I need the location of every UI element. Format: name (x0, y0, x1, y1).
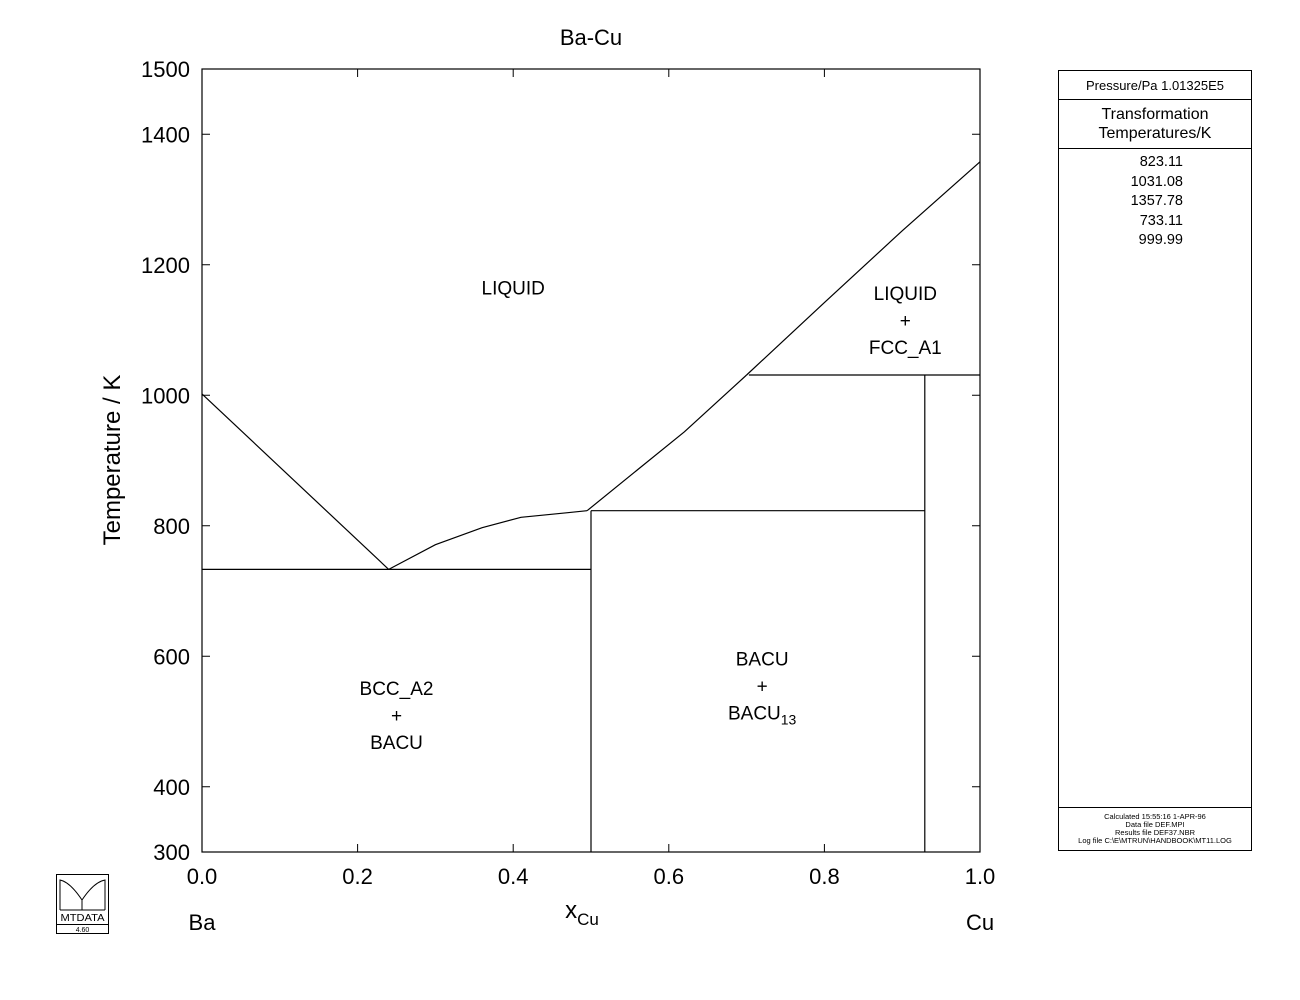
mtdata-logo: MTDATA 4.60 (56, 874, 109, 934)
right-element-label: Cu (966, 910, 994, 935)
x-tick-label: 0.2 (342, 864, 373, 889)
x-tick-label: 0.4 (498, 864, 529, 889)
phase-region-label: LIQUID (874, 284, 937, 305)
phase-region-label: + (391, 706, 402, 727)
temperature-value: 1357.78 (1130, 193, 1183, 209)
phase-region-label: BACU13 (728, 704, 797, 728)
phase-region-label: + (900, 311, 911, 332)
temperature-value: 733.11 (1139, 212, 1183, 229)
phase-region-label: BACU (370, 733, 423, 754)
logo-version: 4.60 (76, 927, 90, 934)
phase-region-subscript: 13 (781, 712, 797, 728)
phase-boundary-liquidus-bacu (388, 510, 588, 570)
y-tick-label: 1400 (141, 122, 190, 147)
temperature-value: 1031.08 (1130, 173, 1183, 190)
phase-region-labels: LIQUID LIQUID + FCC_A1 BCC_A2 + BACU BACU + BACU1… (360, 279, 942, 754)
x-axis-label-subscript: Cu (577, 910, 599, 929)
y-tick-label: 1000 (141, 383, 190, 408)
logo-text: MTDATA (61, 913, 105, 924)
phase-region-label: BACU (736, 650, 789, 671)
phase-boundary-lines (201, 161, 981, 852)
transformation-title-line1: Transformation (1101, 106, 1209, 123)
x-tick-label: 1.0 (965, 864, 996, 889)
pressure-readout: Pressure/Pa 1.01325E5 (1059, 71, 1251, 100)
phase-boundary-liquidus-bacu13 (586, 374, 748, 512)
temperature-value: 823.11 (1139, 154, 1183, 170)
tick-labels: 0.0 0.2 0.4 0.6 0.8 1.0 300 400 600 800 1000 1200 14… (141, 57, 995, 889)
x-axis-label: xCu (565, 897, 599, 929)
x-tick-label: 0.0 (187, 864, 218, 889)
temperature-value: 999.99 (1138, 232, 1183, 248)
phase-region-label: + (757, 677, 768, 698)
phase-region-label: FCC_A1 (869, 338, 942, 359)
calculation-info: Calculated 15:55:16 1-APR-96 Data file D… (1059, 807, 1251, 850)
log-file-line: Log file C:\E\MTRUN\HANDBOOK\MT11.LOG (1078, 836, 1232, 845)
chart-title: Ba-Cu (560, 25, 622, 50)
x-tick-label: 0.6 (654, 864, 685, 889)
y-tick-label: 600 (153, 644, 190, 669)
y-tick-label: 800 (153, 514, 190, 539)
phase-boundary-liquidus-cu-side (746, 161, 981, 376)
results-file-line: Results file DEF37.NBR (1114, 828, 1196, 837)
y-tick-label: 1500 (141, 57, 190, 82)
data-file-line: Data file DEF.MPI (1125, 820, 1185, 829)
phase-region-label: BCC_A2 (360, 679, 434, 700)
y-axis-label: Temperature / K (99, 375, 126, 546)
transformation-title: Transformation Temperatures/K (1059, 100, 1251, 149)
transformation-title-line2: Temperatures/K (1098, 125, 1212, 142)
temperature-list: 823.11 1031.08 1357.78 733.11 999.99 (1059, 149, 1251, 251)
left-element-label: Ba (189, 910, 217, 935)
x-tick-label: 0.8 (809, 864, 840, 889)
y-tick-label: 300 (153, 840, 190, 865)
y-tick-label: 400 (153, 775, 190, 800)
y-tick-label: 1200 (141, 253, 190, 278)
phase-region-label: LIQUID (482, 279, 545, 300)
transformation-panel: Pressure/Pa 1.01325E5 Transformation Tem… (1058, 70, 1252, 851)
phase-boundary-liquidus-ba-side (201, 393, 390, 570)
plot-frame (201, 68, 981, 853)
calculated-line: Calculated 15:55:16 1-APR-96 (1104, 812, 1206, 821)
